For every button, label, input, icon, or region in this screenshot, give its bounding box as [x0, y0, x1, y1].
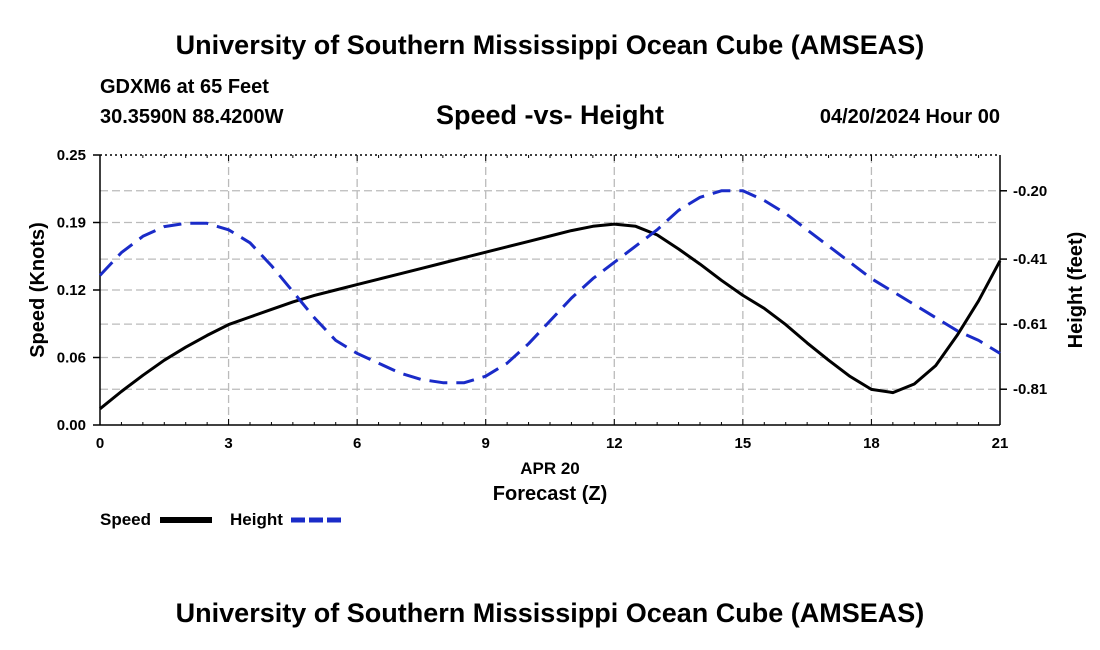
- x-tick-label: 3: [224, 435, 232, 452]
- x-tick-label: 12: [606, 435, 623, 452]
- x-tick-label: 9: [482, 435, 490, 452]
- chart-legend: Speed Height: [100, 510, 342, 529]
- y-axis-right-label: Height (feet): [1065, 232, 1087, 349]
- legend-speed-label: Speed: [100, 510, 151, 529]
- legend-height-label: Height: [230, 510, 283, 529]
- axis-ticks: 0 3 6 9 12 15 18 21 0.00 0.06 0.12 0.19 0.25 -0.20 -0.…: [57, 147, 1047, 452]
- chart-grid: [100, 155, 1000, 425]
- y-left-tick-label: 0.25: [57, 147, 86, 164]
- x-tick-label: 21: [992, 435, 1009, 452]
- series-lines: [98, 189, 1002, 410]
- y-right-tick-label: -0.41: [1013, 251, 1047, 268]
- page-title: University of Southern Mississippi Ocean…: [175, 30, 925, 60]
- series-line-speed: [99, 222, 1002, 410]
- y-left-tick-label: 0.12: [57, 282, 86, 299]
- y-right-tick-label: -0.20: [1013, 183, 1047, 200]
- series-line-height: [98, 189, 1001, 385]
- x-axis-date-label: APR 20: [520, 459, 580, 478]
- chart-subtitle: Speed -vs- Height: [435, 100, 665, 130]
- station-coordinates: 30.3590N 88.4200W: [100, 106, 284, 128]
- x-tick-label: 6: [353, 435, 361, 452]
- y-left-tick-label: 0.19: [57, 215, 86, 232]
- x-tick-label: 0: [96, 435, 104, 452]
- station-label: GDXM6 at 65 Feet: [100, 76, 269, 98]
- x-axis-label: Forecast (Z): [493, 483, 607, 505]
- x-tick-label: 15: [735, 435, 752, 452]
- y-left-tick-label: 0.06: [57, 350, 86, 367]
- x-tick-label: 18: [863, 435, 880, 452]
- y-right-tick-label: -0.81: [1013, 381, 1047, 398]
- y-left-tick-label: 0.00: [57, 417, 86, 434]
- footer-title: University of Southern Mississippi Ocean…: [175, 598, 925, 628]
- y-right-tick-label: -0.61: [1013, 316, 1047, 333]
- y-axis-left-label: Speed (Knots): [27, 222, 49, 358]
- forecast-datetime: 04/20/2024 Hour 00: [819, 106, 1000, 128]
